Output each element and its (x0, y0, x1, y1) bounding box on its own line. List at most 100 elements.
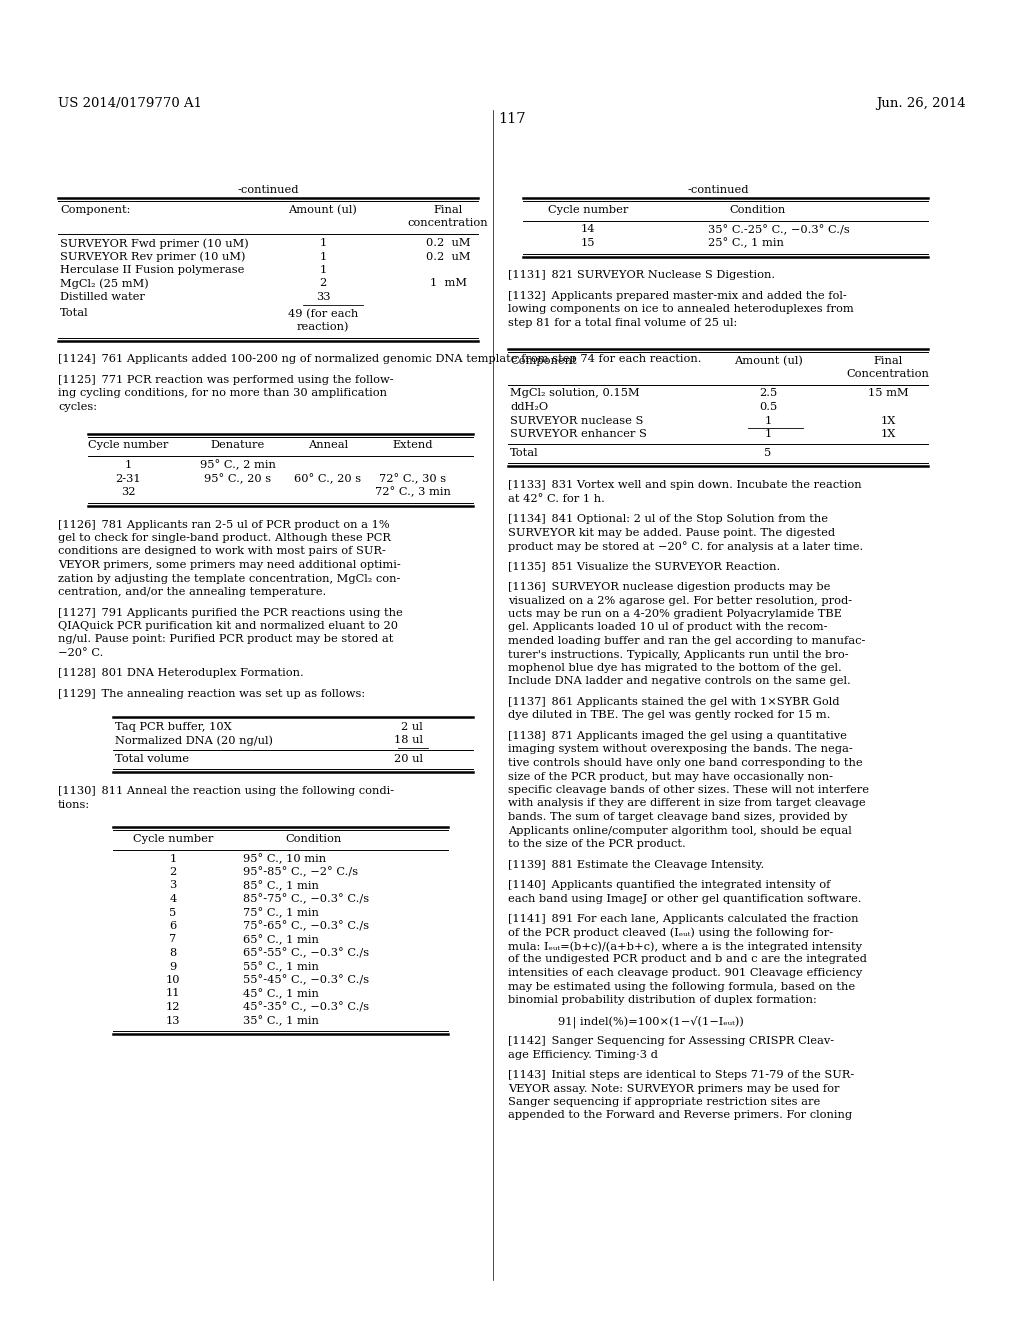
Text: Distilled water: Distilled water (60, 292, 144, 302)
Text: Sanger sequencing if appropriate restriction sites are: Sanger sequencing if appropriate restric… (508, 1097, 820, 1107)
Text: Jun. 26, 2014: Jun. 26, 2014 (877, 96, 966, 110)
Text: 2-31: 2-31 (115, 474, 141, 483)
Text: 65°-55° C., −0.3° C./s: 65°-55° C., −0.3° C./s (243, 948, 369, 958)
Text: 7: 7 (169, 935, 176, 945)
Text: Concentration: Concentration (847, 370, 930, 379)
Text: 1: 1 (169, 854, 176, 863)
Text: US 2014/0179770 A1: US 2014/0179770 A1 (58, 96, 202, 110)
Text: [1138] 871 Applicants imaged the gel using a quantitative: [1138] 871 Applicants imaged the gel usi… (508, 731, 847, 741)
Text: Final: Final (433, 205, 463, 215)
Text: MgCl₂ solution, 0.15M: MgCl₂ solution, 0.15M (510, 388, 640, 399)
Text: VEYOR assay. Note: SURVEYOR primers may be used for: VEYOR assay. Note: SURVEYOR primers may … (508, 1084, 840, 1093)
Text: Anneal: Anneal (308, 441, 348, 450)
Text: 18 ul: 18 ul (394, 735, 423, 744)
Text: Condition: Condition (285, 834, 341, 843)
Text: QIAQuick PCR purification kit and normalized eluant to 20: QIAQuick PCR purification kit and normal… (58, 620, 398, 631)
Text: lowing components on ice to annealed heteroduplexes from: lowing components on ice to annealed het… (508, 305, 854, 314)
Text: 1: 1 (124, 459, 132, 470)
Text: with analysis if they are different in size from target cleavage: with analysis if they are different in s… (508, 799, 865, 808)
Text: 10: 10 (166, 975, 180, 985)
Text: 2.5: 2.5 (759, 388, 777, 399)
Text: Component:: Component: (60, 205, 130, 215)
Text: age Efficiency. Timing⋅3 d: age Efficiency. Timing⋅3 d (508, 1049, 657, 1060)
Text: SURVEYOR enhancer S: SURVEYOR enhancer S (510, 429, 647, 440)
Text: 15: 15 (581, 238, 595, 248)
Text: 12: 12 (166, 1002, 180, 1012)
Text: 1  mM: 1 mM (429, 279, 467, 289)
Text: [1127] 791 Applicants purified the PCR reactions using the: [1127] 791 Applicants purified the PCR r… (58, 607, 402, 618)
Text: gel to check for single-band product. Although these PCR: gel to check for single-band product. Al… (58, 533, 391, 543)
Text: 1: 1 (764, 429, 772, 440)
Text: 1: 1 (319, 252, 327, 261)
Text: 1: 1 (319, 265, 327, 275)
Text: -continued: -continued (238, 185, 299, 195)
Text: 32: 32 (121, 487, 135, 498)
Text: [1132] Applicants prepared master-mix and added the fol-: [1132] Applicants prepared master-mix an… (508, 290, 847, 301)
Text: Cycle number: Cycle number (133, 834, 213, 843)
Text: 6: 6 (169, 921, 176, 931)
Text: 14: 14 (581, 224, 595, 235)
Text: visualized on a 2% agarose gel. For better resolution, prod-: visualized on a 2% agarose gel. For bett… (508, 595, 852, 606)
Text: imaging system without overexposing the bands. The nega-: imaging system without overexposing the … (508, 744, 853, 755)
Text: conditions are designed to work with most pairs of SUR-: conditions are designed to work with mos… (58, 546, 386, 557)
Text: tions:: tions: (58, 800, 90, 809)
Text: of the undigested PCR product and b and c are the integrated: of the undigested PCR product and b and … (508, 954, 867, 965)
Text: Component: Component (510, 355, 577, 366)
Text: ing cycling conditions, for no more than 30 amplification: ing cycling conditions, for no more than… (58, 388, 387, 399)
Text: Applicants online/computer algorithm tool, should be equal: Applicants online/computer algorithm too… (508, 825, 852, 836)
Text: 1: 1 (319, 238, 327, 248)
Text: [1142] Sanger Sequencing for Assessing CRISPR Cleav-: [1142] Sanger Sequencing for Assessing C… (508, 1036, 835, 1045)
Text: ucts may be run on a 4-20% gradient Polyacrylamide TBE: ucts may be run on a 4-20% gradient Poly… (508, 609, 842, 619)
Text: 5: 5 (764, 447, 772, 458)
Text: 25° C., 1 min: 25° C., 1 min (708, 238, 784, 248)
Text: 0.5: 0.5 (759, 403, 777, 412)
Text: 2: 2 (319, 279, 327, 289)
Text: cycles:: cycles: (58, 403, 97, 412)
Text: Amount (ul): Amount (ul) (733, 355, 803, 366)
Text: of the PCR product cleaved (Iₑᵤₜ) using the following for-: of the PCR product cleaved (Iₑᵤₜ) using … (508, 928, 834, 939)
Text: Denature: Denature (211, 441, 265, 450)
Text: gel. Applicants loaded 10 ul of product with the recom-: gel. Applicants loaded 10 ul of product … (508, 623, 827, 632)
Text: reaction): reaction) (297, 322, 349, 333)
Text: 45° C., 1 min: 45° C., 1 min (243, 989, 318, 999)
Text: 75°-65° C., −0.3° C./s: 75°-65° C., −0.3° C./s (243, 921, 369, 932)
Text: Final: Final (873, 355, 902, 366)
Text: mula: Iₑᵤₜ=(b+c)/(a+b+c), where a is the integrated intensity: mula: Iₑᵤₜ=(b+c)/(a+b+c), where a is the… (508, 941, 862, 952)
Text: mophenol blue dye has migrated to the bottom of the gel.: mophenol blue dye has migrated to the bo… (508, 663, 842, 673)
Text: SURVEYOR Fwd primer (10 uM): SURVEYOR Fwd primer (10 uM) (60, 238, 249, 248)
Text: [1134] 841 Optional: 2 ul of the Stop Solution from the: [1134] 841 Optional: 2 ul of the Stop So… (508, 513, 828, 524)
Text: 95° C., 2 min: 95° C., 2 min (200, 459, 275, 471)
Text: may be estimated using the following formula, based on the: may be estimated using the following for… (508, 982, 855, 991)
Text: 5: 5 (169, 908, 176, 917)
Text: Extend: Extend (393, 441, 433, 450)
Text: 20 ul: 20 ul (394, 754, 423, 763)
Text: [1143] Initial steps are identical to Steps 71-79 of the SUR-: [1143] Initial steps are identical to St… (508, 1071, 854, 1080)
Text: specific cleavage bands of other sizes. These will not interfere: specific cleavage bands of other sizes. … (508, 785, 869, 795)
Text: centration, and/or the annealing temperature.: centration, and/or the annealing tempera… (58, 587, 327, 597)
Text: 11: 11 (166, 989, 180, 998)
Text: 33: 33 (315, 292, 331, 302)
Text: 35° C., 1 min: 35° C., 1 min (243, 1015, 318, 1026)
Text: MgCl₂ (25 mM): MgCl₂ (25 mM) (60, 279, 148, 289)
Text: [1129] The annealing reaction was set up as follows:: [1129] The annealing reaction was set up… (58, 689, 366, 700)
Text: 1X: 1X (881, 429, 896, 440)
Text: 55° C., 1 min: 55° C., 1 min (243, 961, 318, 972)
Text: 72° C., 3 min: 72° C., 3 min (375, 487, 451, 498)
Text: [1126] 781 Applicants ran 2-5 ul of PCR product on a 1%: [1126] 781 Applicants ran 2-5 ul of PCR … (58, 520, 389, 529)
Text: appended to the Forward and Reverse primers. For cloning: appended to the Forward and Reverse prim… (508, 1110, 852, 1121)
Text: 0.2  uM: 0.2 uM (426, 252, 470, 261)
Text: Include DNA ladder and negative controls on the same gel.: Include DNA ladder and negative controls… (508, 676, 851, 686)
Text: each band using ImageJ or other gel quantification software.: each band using ImageJ or other gel quan… (508, 894, 861, 903)
Text: 85° C., 1 min: 85° C., 1 min (243, 880, 318, 891)
Text: 9: 9 (169, 961, 176, 972)
Text: 15 mM: 15 mM (867, 388, 908, 399)
Text: intensities of each cleavage product. 901 Cleavage efficiency: intensities of each cleavage product. 90… (508, 968, 862, 978)
Text: [1137] 861 Applicants stained the gel with 1×SYBR Gold: [1137] 861 Applicants stained the gel wi… (508, 697, 840, 708)
Text: Total volume: Total volume (115, 754, 189, 763)
Text: [1133] 831 Vortex well and spin down. Incubate the reaction: [1133] 831 Vortex well and spin down. In… (508, 480, 861, 490)
Text: 95° C., 10 min: 95° C., 10 min (243, 854, 326, 865)
Text: [1139] 881 Estimate the Cleavage Intensity.: [1139] 881 Estimate the Cleavage Intensi… (508, 859, 764, 870)
Text: 0.2  uM: 0.2 uM (426, 238, 470, 248)
Text: size of the PCR product, but may have occasionally non-: size of the PCR product, but may have oc… (508, 771, 833, 781)
Text: 117: 117 (499, 112, 525, 125)
